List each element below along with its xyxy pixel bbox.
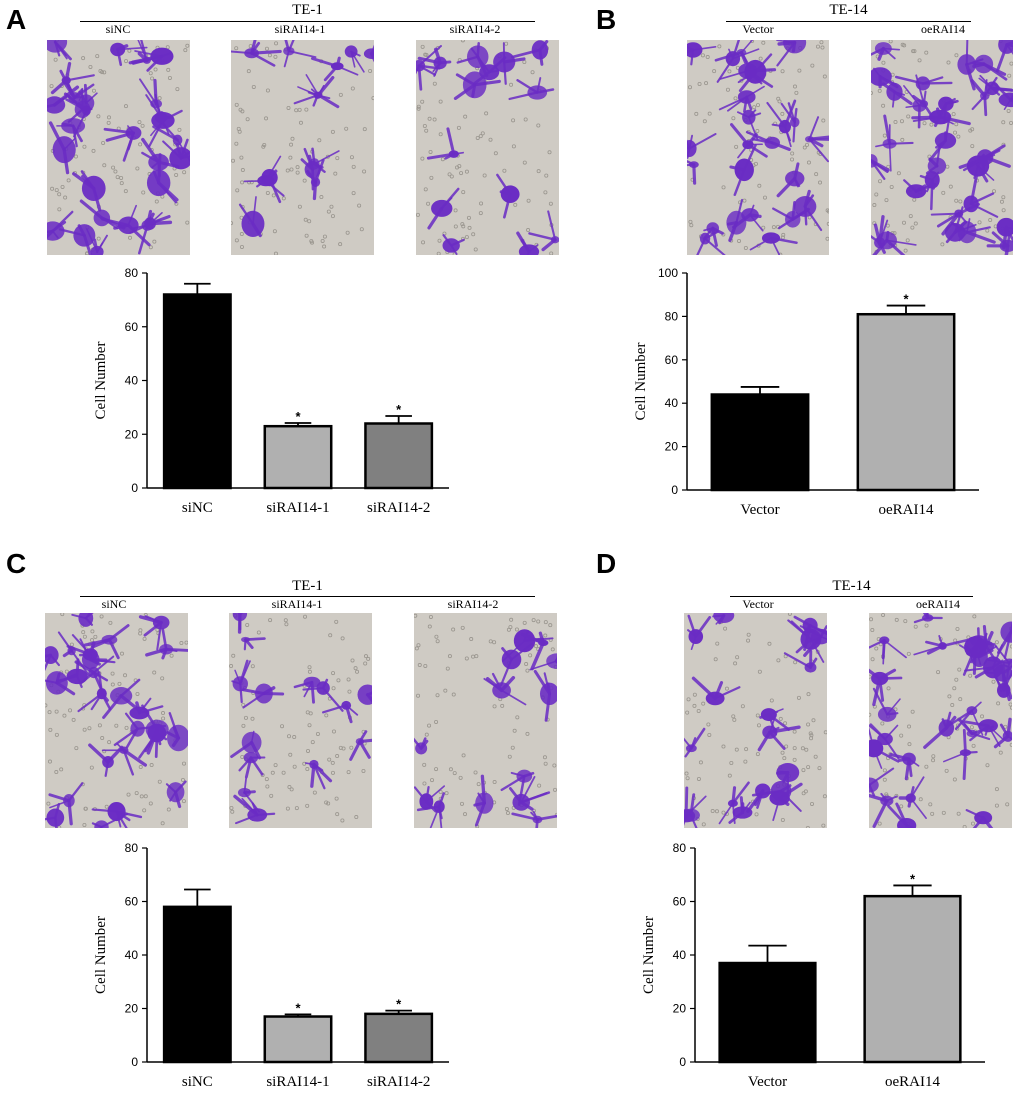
group-title-b: TE-14	[829, 2, 868, 18]
group-line-b	[726, 21, 971, 22]
y-tick-label: 0	[131, 1055, 138, 1069]
group-line-c	[80, 596, 535, 597]
y-tick-label: 20	[673, 1002, 687, 1016]
y-tick-label: 60	[125, 320, 139, 334]
y-axis-label: Cell Number	[93, 342, 109, 420]
bar-chart-a: 0 20 40 60 80 Cell Number siNC * siRAI14-1 * siRAI…	[0, 0, 1020, 540]
significance-star: *	[903, 292, 909, 307]
x-category-label: siNC	[182, 1074, 213, 1090]
y-tick-label: 0	[131, 481, 138, 495]
x-category-label: oeRAI14	[885, 1074, 940, 1090]
micrograph-a-3	[416, 40, 559, 255]
group-title-a: TE-1	[292, 2, 323, 18]
x-category-label: siRAI14-2	[367, 1074, 430, 1090]
y-axis-label: Cell Number	[93, 916, 109, 994]
y-axis-label: Cell Number	[633, 343, 649, 421]
bar-sinc	[162, 905, 232, 1064]
micrograph-d-1	[684, 613, 827, 828]
y-tick-label: 80	[673, 841, 687, 855]
image-label-b-1: Vector	[742, 22, 774, 36]
micrograph-a-1	[47, 40, 190, 255]
y-tick-label: 80	[125, 841, 139, 855]
group-title-c: TE-1	[292, 578, 323, 594]
image-label-c-1: siNC	[101, 597, 127, 611]
image-label-b-2: oeRAI14	[921, 22, 965, 36]
significance-star: *	[295, 409, 301, 424]
y-tick-label: 20	[665, 440, 679, 454]
bar-chart-b: 0 20 40 60 80 100 Cell Number Vector * oeRAI14	[0, 0, 1020, 540]
y-tick-label: 80	[665, 309, 679, 323]
image-label-d-2: oeRAI14	[916, 597, 960, 611]
bar-oerai14	[856, 312, 956, 492]
bar-chart-d: 0 20 40 60 80 Cell Number Vector * oeRAI14	[0, 540, 1020, 1097]
x-category-label: siNC	[182, 500, 213, 516]
significance-star: *	[295, 1000, 301, 1015]
group-line-d	[730, 596, 973, 597]
y-tick-label: 40	[673, 948, 687, 962]
x-category-label: siRAI14-2	[367, 500, 430, 516]
image-label-a-3: siRAI14-2	[449, 22, 501, 36]
micrograph-c-1	[45, 613, 188, 828]
significance-star: *	[396, 997, 402, 1012]
panel-letter-d: D	[596, 548, 617, 579]
y-tick-label: 20	[125, 1002, 139, 1016]
image-label-a-2: siRAI14-1	[274, 22, 326, 36]
x-category-label: oeRAI14	[879, 502, 934, 518]
micrograph-b-1	[687, 40, 829, 255]
image-label-a-1: siNC	[105, 22, 131, 36]
group-line-a	[80, 21, 535, 22]
image-label-c-3: siRAI14-2	[447, 597, 499, 611]
y-tick-label: 20	[125, 427, 139, 441]
bar-sirai14-1	[263, 1015, 333, 1064]
bar-sirai14-1	[263, 424, 333, 490]
bar-vector	[718, 961, 817, 1064]
panel-letter-b: B	[596, 4, 617, 35]
significance-star: *	[910, 871, 916, 886]
significance-star: *	[396, 402, 402, 417]
image-label-d-1: Vector	[742, 597, 774, 611]
micrograph-c-3	[414, 613, 557, 828]
micrograph-d-2	[869, 613, 1012, 828]
group-title-d: TE-14	[832, 578, 871, 594]
y-tick-label: 100	[658, 266, 678, 280]
micrograph-a-2	[231, 40, 374, 255]
bar-vector	[710, 393, 810, 492]
y-tick-label: 60	[673, 895, 687, 909]
y-tick-label: 80	[125, 266, 139, 280]
y-tick-label: 60	[125, 895, 139, 909]
micrograph-c-2	[229, 613, 372, 828]
y-tick-label: 40	[125, 948, 139, 962]
micrograph-b-2	[871, 40, 1013, 255]
x-category-label: Vector	[748, 1074, 787, 1090]
panel-letter-c: C	[6, 548, 27, 579]
y-tick-label: 40	[665, 396, 679, 410]
bar-chart-c: 0 20 40 60 80 Cell Number siNC * siRAI14-1 * siRAI…	[0, 540, 1020, 1097]
y-tick-label: 0	[679, 1055, 686, 1069]
image-label-c-2: siRAI14-1	[271, 597, 323, 611]
bar-oerai14	[863, 894, 962, 1064]
bar-sirai14-2	[364, 1012, 434, 1064]
x-category-label: siRAI14-1	[266, 500, 329, 516]
panel-letter-a: A	[6, 4, 27, 35]
y-axis-label: Cell Number	[641, 916, 657, 994]
x-category-label: siRAI14-1	[266, 1074, 329, 1090]
y-tick-label: 40	[125, 374, 139, 388]
x-category-label: Vector	[740, 502, 779, 518]
y-tick-label: 0	[671, 483, 678, 497]
y-tick-label: 60	[665, 353, 679, 367]
